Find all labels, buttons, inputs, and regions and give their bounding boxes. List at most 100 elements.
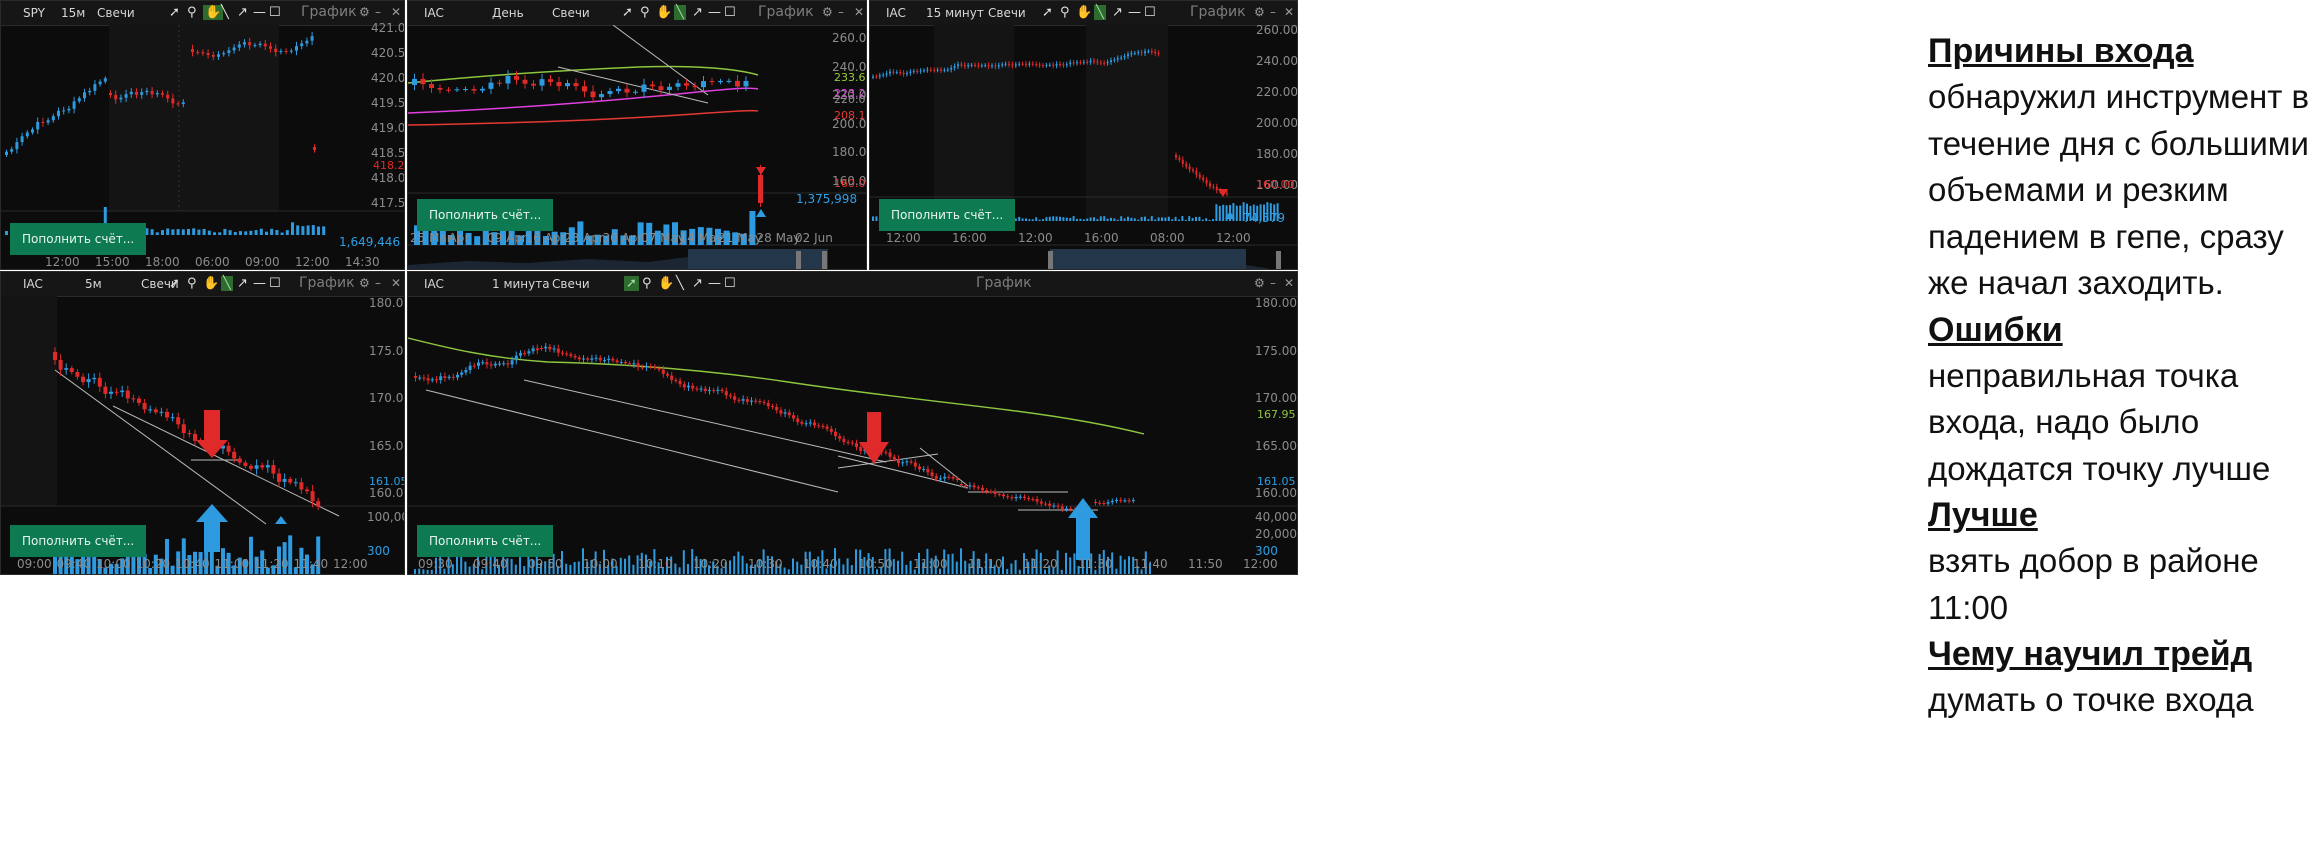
interval-select[interactable]: 15 минут: [926, 6, 984, 20]
ticker-select[interactable]: IAC: [886, 6, 906, 20]
hand-icon[interactable]: ✋: [658, 276, 675, 291]
zoom-icon[interactable]: ⚲: [187, 5, 197, 20]
hline-tool-icon[interactable]: —: [708, 276, 721, 291]
chart-type-select[interactable]: Свечи: [552, 277, 590, 291]
fund-account-button[interactable]: Пополнить счёт...: [417, 199, 554, 231]
settings-icon[interactable]: ⚙: [359, 276, 370, 290]
interval-select[interactable]: День: [492, 6, 524, 20]
rect-tool-icon[interactable]: ☐: [269, 5, 281, 20]
zoom-icon[interactable]: ⚲: [640, 5, 650, 20]
hline-tool-icon[interactable]: —: [708, 5, 721, 20]
candle: [83, 92, 86, 99]
arrow-tool-icon[interactable]: ↗: [237, 5, 248, 20]
zoom-icon[interactable]: ⚲: [1060, 5, 1070, 20]
zoom-icon[interactable]: ⚲: [642, 276, 652, 291]
minimize-icon[interactable]: –: [375, 5, 381, 19]
settings-icon[interactable]: ⚙: [1254, 5, 1265, 19]
candle: [1035, 499, 1039, 502]
chart-type-select[interactable]: Свечи: [552, 6, 590, 20]
zoom-icon[interactable]: ⚲: [187, 276, 197, 291]
minimize-icon[interactable]: –: [1270, 276, 1276, 290]
chart-type-select[interactable]: Свечи: [97, 6, 135, 20]
minimize-icon[interactable]: –: [375, 276, 381, 290]
rect-tool-icon[interactable]: ☐: [724, 276, 736, 291]
candle: [675, 83, 681, 87]
candle: [1154, 51, 1157, 53]
price-chart[interactable]: [408, 25, 867, 270]
minimize-icon[interactable]: –: [838, 5, 844, 19]
chart-type-select[interactable]: Свечи: [988, 6, 1026, 20]
ticker-select[interactable]: IAC: [424, 6, 444, 20]
fund-account-button[interactable]: Пополнить счёт...: [417, 525, 554, 557]
candle: [902, 72, 905, 74]
price-chart[interactable]: [1, 25, 405, 270]
fund-account-button[interactable]: Пополнить счёт...: [10, 223, 147, 255]
line-tool-icon[interactable]: ╲: [221, 276, 233, 291]
close-icon[interactable]: ✕: [391, 276, 402, 290]
line-tool-icon[interactable]: ╲: [676, 276, 684, 291]
price-area[interactable]: [1, 25, 405, 270]
candle: [131, 398, 136, 400]
cursor-icon[interactable]: ➚: [624, 276, 639, 291]
hand-icon[interactable]: ✋: [203, 276, 220, 291]
cursor-icon[interactable]: ➚: [169, 5, 180, 20]
price-area[interactable]: [408, 25, 867, 270]
arrow-tool-icon[interactable]: ↗: [692, 276, 703, 291]
price-area[interactable]: [408, 296, 1298, 575]
rect-tool-icon[interactable]: ☐: [1144, 5, 1156, 20]
cursor-icon[interactable]: ➚: [1042, 5, 1053, 20]
interval-select[interactable]: 15м: [61, 6, 86, 20]
settings-icon[interactable]: ⚙: [822, 5, 833, 19]
candle: [201, 52, 205, 54]
arrow-tool-icon[interactable]: ↗: [692, 5, 703, 20]
arrow-tool-icon[interactable]: ↗: [237, 276, 248, 291]
price-chart[interactable]: [408, 296, 1298, 575]
fund-account-button[interactable]: Пополнить счёт...: [10, 525, 147, 557]
line-tool-icon[interactable]: ╲: [1094, 5, 1106, 20]
close-icon[interactable]: ✕: [391, 5, 402, 19]
hline-tool-icon[interactable]: —: [253, 5, 266, 20]
volume-bar: [181, 229, 185, 235]
cursor-icon[interactable]: ➚: [622, 5, 633, 20]
line-tool-icon[interactable]: ╲: [674, 5, 686, 20]
line-tool-icon[interactable]: ╲: [221, 5, 229, 20]
volume-bar: [259, 228, 263, 235]
ticker-select[interactable]: IAC: [23, 277, 43, 291]
arrow-tool-icon[interactable]: ↗: [1112, 5, 1123, 20]
ticker-select[interactable]: IAC: [424, 277, 444, 291]
rect-tool-icon[interactable]: ☐: [724, 5, 736, 20]
time-axis-label: 11:40: [293, 557, 329, 571]
rect-tool-icon[interactable]: ☐: [269, 276, 281, 291]
settings-icon[interactable]: ⚙: [1254, 276, 1265, 290]
price-chart[interactable]: [1, 296, 405, 575]
price-area[interactable]: [1, 296, 405, 575]
hline-tool-icon[interactable]: —: [1128, 5, 1141, 20]
close-icon[interactable]: ✕: [1284, 276, 1295, 290]
candle: [125, 390, 130, 399]
panel-title: График: [301, 4, 357, 20]
candle: [439, 376, 443, 381]
cursor-icon[interactable]: ➚: [169, 276, 180, 291]
volume-bar: [535, 554, 538, 574]
interval-select[interactable]: 5м: [85, 277, 102, 291]
price-area[interactable]: [870, 25, 1298, 270]
ticker-select[interactable]: SPY: [23, 6, 45, 20]
candle: [493, 363, 497, 366]
hline-tool-icon[interactable]: —: [253, 276, 266, 291]
close-icon[interactable]: ✕: [1284, 5, 1295, 19]
volume-bar: [842, 564, 845, 574]
close-icon[interactable]: ✕: [854, 5, 865, 19]
fund-account-button[interactable]: Пополнить счёт...: [879, 199, 1016, 231]
hand-icon[interactable]: ✋: [656, 5, 673, 20]
chart-type-select[interactable]: Свечи: [141, 277, 179, 291]
interval-select[interactable]: 1 минута: [492, 277, 550, 291]
settings-icon[interactable]: ⚙: [359, 5, 370, 19]
candle: [699, 388, 703, 390]
price-chart[interactable]: [870, 25, 1298, 270]
minimize-icon[interactable]: –: [1270, 5, 1276, 19]
candle: [510, 360, 514, 365]
navigator-handle-left: [796, 251, 801, 269]
hand-icon[interactable]: ✋: [203, 5, 224, 20]
volume-bar: [221, 548, 225, 574]
hand-icon[interactable]: ✋: [1076, 5, 1093, 20]
